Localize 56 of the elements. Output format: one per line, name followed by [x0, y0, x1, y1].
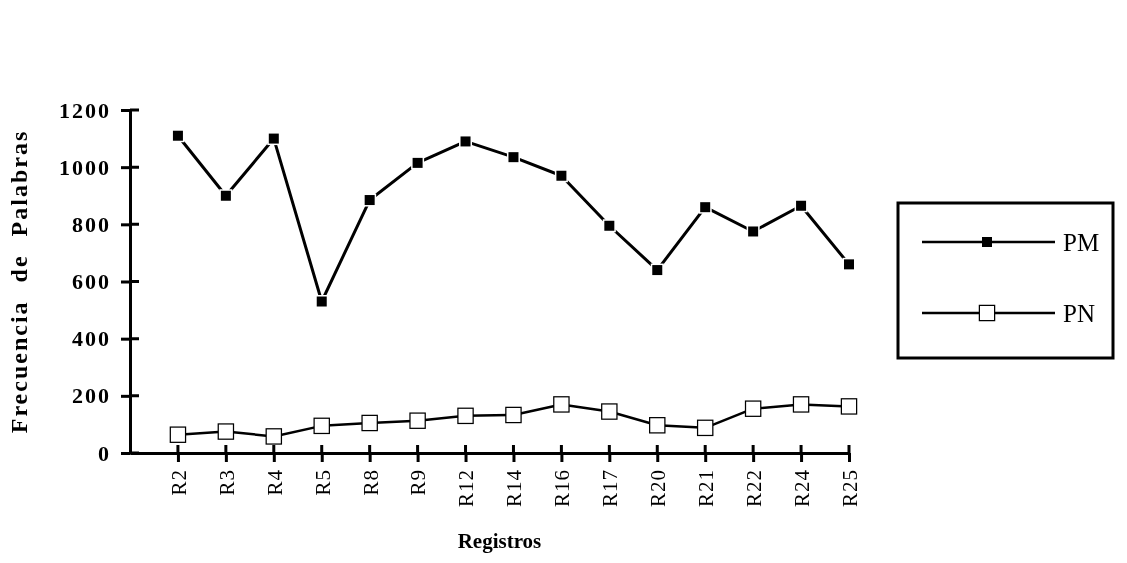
- point: [361, 414, 378, 432]
- y-tick-label: 400: [72, 326, 111, 352]
- x-tick-label: R20: [646, 469, 671, 508]
- point: [313, 417, 330, 435]
- point: [746, 224, 760, 238]
- point: [457, 407, 474, 425]
- x-tick-label: R5: [310, 469, 335, 496]
- point: [698, 200, 712, 214]
- point: [409, 412, 426, 429]
- point: [219, 189, 233, 203]
- point: [553, 396, 570, 413]
- point: [842, 257, 856, 271]
- x-tick-label: R16: [550, 469, 575, 508]
- point: [650, 263, 664, 277]
- point: [602, 219, 616, 233]
- point: [601, 403, 618, 420]
- point: [459, 134, 473, 148]
- point: [505, 406, 522, 424]
- point: [649, 417, 666, 434]
- x-axis-title: Registros: [457, 529, 542, 553]
- x-tick-label: R3: [214, 469, 239, 496]
- x-tick-label: R2: [166, 469, 191, 496]
- x-tick-label: R4: [262, 469, 287, 496]
- point: [265, 428, 283, 445]
- y-tick-label: 800: [72, 211, 111, 237]
- x-tick-label: R21: [694, 469, 719, 508]
- point: [696, 419, 714, 437]
- y-tick-label: 0: [98, 440, 111, 466]
- point: [267, 132, 281, 146]
- point: [411, 156, 425, 170]
- point: [506, 150, 520, 164]
- text: PN: [1063, 299, 1095, 327]
- x-tick-label: R12: [454, 469, 479, 508]
- x-tick-label: R17: [598, 469, 623, 508]
- x-tick-label: R22: [741, 469, 766, 508]
- text: PM: [1063, 228, 1100, 256]
- point: [794, 199, 808, 213]
- x-tick-label: R25: [837, 469, 862, 508]
- point: [315, 295, 329, 309]
- y-axis-title: Frecuencia de Palabras: [6, 129, 33, 434]
- x-tick-label: R8: [358, 469, 383, 496]
- point: [217, 423, 235, 440]
- point: [171, 129, 185, 143]
- point: [554, 169, 568, 183]
- y-tick-label: 1200: [59, 97, 111, 123]
- x-tick-label: R24: [789, 469, 814, 508]
- point: [169, 426, 187, 443]
- y-tick-label: 200: [72, 383, 111, 409]
- x-tick-label: R14: [502, 469, 527, 508]
- point: [363, 193, 377, 207]
- y-tick-label: 1000: [59, 154, 111, 180]
- point: [840, 398, 858, 415]
- x-tick-label: R9: [406, 469, 431, 496]
- point: [744, 400, 762, 417]
- y-tick-label: 600: [72, 269, 111, 295]
- point: [792, 396, 810, 413]
